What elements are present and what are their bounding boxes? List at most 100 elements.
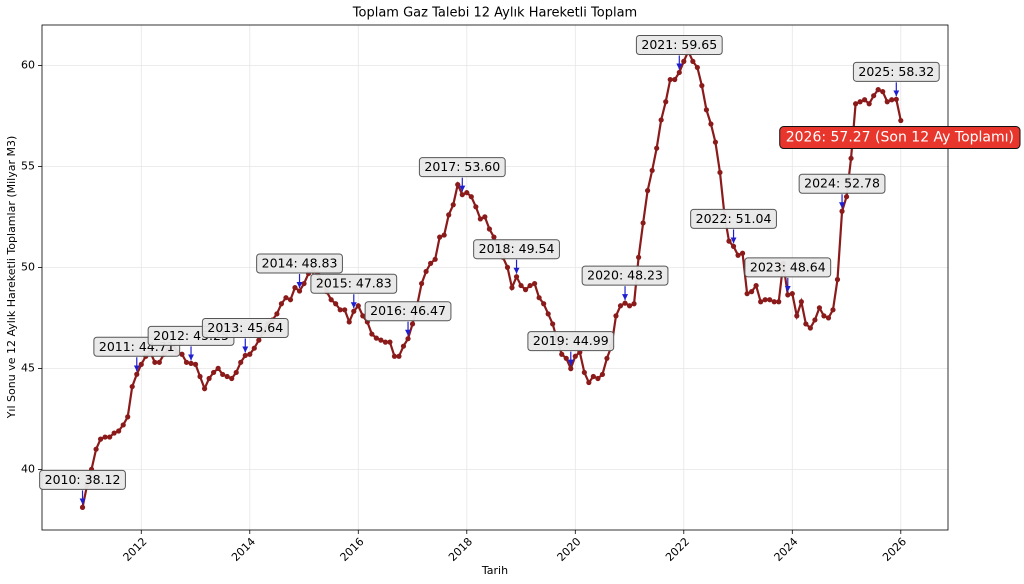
- data-point: [183, 359, 190, 365]
- data-point: [893, 96, 899, 102]
- data-point: [278, 301, 285, 307]
- annotation-box: [201, 317, 289, 338]
- annotation-box: [364, 301, 452, 322]
- data-point: [369, 331, 375, 337]
- annotation-text: 2014: 48.83: [262, 256, 338, 271]
- chart-title: Toplam Gaz Talebi 12 Aylık Hareketli Top…: [352, 6, 637, 21]
- data-point: [541, 301, 547, 307]
- data-point: [645, 188, 651, 194]
- data-point: [201, 386, 208, 392]
- data-point: [129, 383, 135, 390]
- annotation-text: 2015: 47.83: [316, 276, 392, 291]
- data-point: [432, 256, 438, 262]
- data-point: [446, 212, 452, 218]
- annotation: 2019: 44.99: [527, 331, 615, 366]
- data-point: [834, 276, 841, 283]
- data-point: [328, 297, 334, 303]
- data-point: [134, 371, 140, 377]
- data-point: [581, 369, 587, 376]
- data-point: [803, 321, 809, 327]
- data-point: [418, 280, 425, 287]
- data-point: [107, 434, 113, 440]
- data-point: [522, 287, 529, 293]
- data-point: [857, 99, 863, 105]
- data-point: [663, 99, 669, 105]
- data-point: [423, 268, 429, 275]
- annotation: 2015: 47.83: [310, 273, 398, 309]
- data-point: [825, 315, 832, 321]
- data-point: [459, 192, 465, 198]
- data-point: [794, 313, 800, 319]
- x-tick-label: 2022: [663, 535, 692, 564]
- data-point: [703, 107, 710, 113]
- data-point: [156, 359, 162, 365]
- data-point: [437, 234, 443, 240]
- data-point: [871, 93, 877, 99]
- data-point: [739, 250, 746, 256]
- data-point: [599, 371, 606, 378]
- data-point: [848, 155, 854, 161]
- data-point: [292, 285, 298, 291]
- data-point: [79, 504, 86, 510]
- data-point: [333, 301, 339, 307]
- x-tick-label: 2026: [880, 535, 909, 564]
- data-point: [767, 297, 773, 303]
- data-point: [464, 190, 470, 196]
- annotation-box: [744, 257, 832, 278]
- annotation: 2017: 53.60: [418, 157, 506, 192]
- data-point: [880, 89, 886, 95]
- data-point: [712, 139, 719, 145]
- annotation-text: 2010: 38.12: [45, 472, 121, 487]
- data-point: [242, 352, 248, 359]
- plot-frame: [41, 24, 949, 531]
- data-point: [396, 353, 402, 359]
- annotation: 2014: 48.83: [256, 253, 343, 289]
- data-point: [468, 194, 474, 200]
- data-point: [351, 308, 357, 314]
- data-point: [816, 305, 823, 311]
- data-point: [789, 291, 795, 297]
- data-point: [807, 325, 813, 331]
- annotation: 2024: 52.78: [798, 173, 886, 209]
- annotation-text: 2017: 53.60: [424, 159, 500, 174]
- data-point: [672, 76, 678, 83]
- data-point: [391, 353, 398, 359]
- data-point: [812, 317, 818, 323]
- data-point: [884, 99, 890, 105]
- annotation-box: [310, 273, 398, 294]
- highlight-annotation: 2026: 57.27 (Son 12 Ay Toplamı): [779, 126, 1021, 150]
- data-point: [387, 339, 393, 345]
- highlight-box: [779, 126, 1021, 150]
- data-point: [192, 361, 199, 367]
- data-point: [477, 216, 483, 222]
- data-point: [690, 58, 696, 64]
- data-point: [676, 69, 682, 76]
- data-point: [382, 339, 389, 345]
- data-point: [482, 214, 488, 220]
- annotation: 2022: 51.04: [690, 208, 777, 244]
- data-point: [513, 274, 520, 280]
- annotation-text: 2023: 48.64: [750, 259, 826, 274]
- annotation: 2021: 59.65: [635, 34, 723, 70]
- data-point: [256, 337, 262, 343]
- data-point: [491, 234, 497, 240]
- data-point: [654, 145, 660, 151]
- data-point: [206, 375, 212, 382]
- data-point: [188, 360, 194, 366]
- annotation-text: 2020: 48.23: [587, 268, 663, 283]
- data-point: [735, 252, 741, 258]
- data-point: [120, 422, 126, 428]
- data-point: [545, 311, 551, 317]
- data-point: [337, 307, 343, 313]
- annotation-box: [581, 265, 669, 286]
- data-point: [473, 204, 479, 210]
- data-point: [658, 117, 664, 123]
- data-point: [210, 369, 217, 376]
- x-tick-label: 2024: [772, 535, 801, 564]
- data-point: [830, 307, 836, 313]
- annotation-box: [256, 253, 343, 274]
- data-point: [626, 303, 633, 309]
- data-point: [590, 373, 596, 380]
- highlight-text: 2026: 57.27 (Son 12 Ay Toplamı): [786, 130, 1014, 146]
- data-point: [233, 369, 239, 376]
